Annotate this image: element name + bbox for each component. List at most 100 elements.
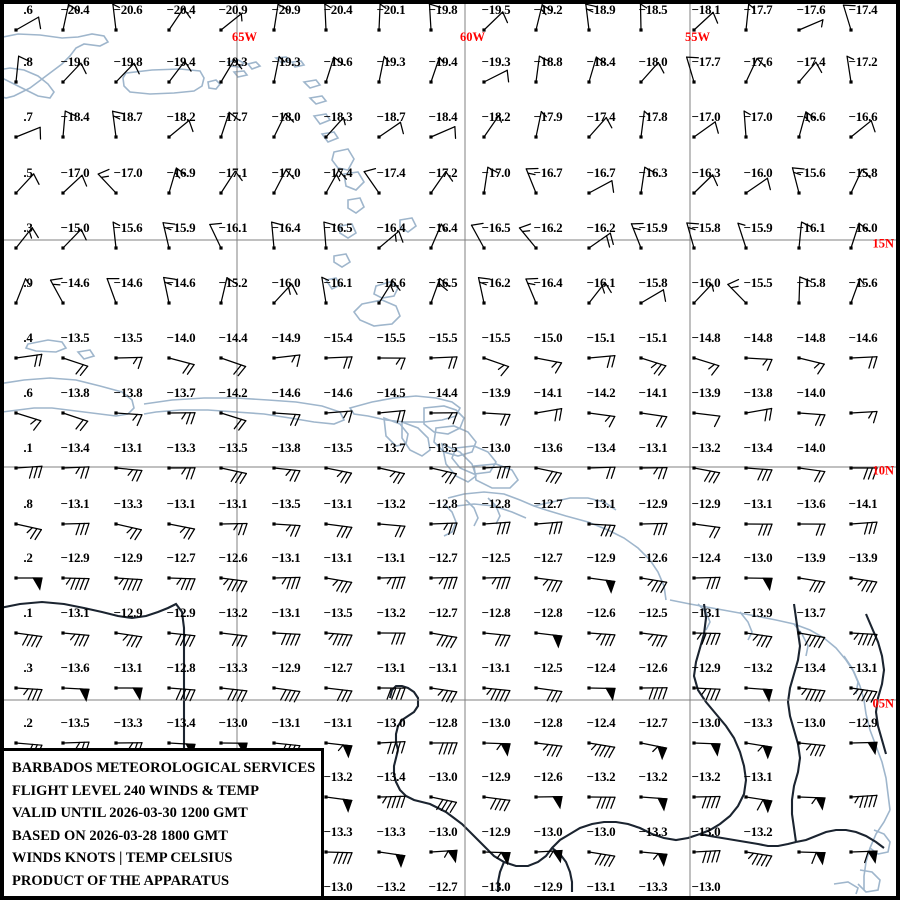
temperature-value: −12.9 xyxy=(113,605,143,620)
wind-barb xyxy=(692,522,721,539)
temperature-value: −13.3 xyxy=(376,824,406,839)
wind-barb xyxy=(219,686,248,702)
temperature-value: −13.1 xyxy=(113,440,143,455)
temperature-value: −13.9 xyxy=(691,385,721,400)
wind-barb xyxy=(692,631,721,646)
temperature-value: .1 xyxy=(23,440,33,455)
temperature-value: −13.8 xyxy=(113,385,143,400)
temperature-value: .2 xyxy=(23,715,33,730)
temperature-value: −12.9 xyxy=(638,496,668,511)
temperature-value: −13.0 xyxy=(691,824,721,839)
wind-barb xyxy=(272,354,301,368)
wind-barb xyxy=(797,850,826,866)
wind-barb xyxy=(377,576,406,590)
wind-barb xyxy=(744,466,773,482)
temperature-value: −19.4 xyxy=(428,54,458,69)
temperature-value: −13.0 xyxy=(481,440,511,455)
wind-barb xyxy=(324,631,353,647)
temperature-value: −18.4 xyxy=(586,54,616,69)
temperature-value: −13.1 xyxy=(743,769,773,784)
wind-barb xyxy=(272,411,301,427)
wind-barb xyxy=(377,522,406,538)
temperature-value: −13.1 xyxy=(376,550,406,565)
temperature-value: −17.4 xyxy=(586,109,616,124)
temperature-value: −20.4 xyxy=(60,2,90,17)
wind-barb xyxy=(639,741,668,761)
temperature-value: −17.6 xyxy=(743,54,773,69)
wind-barb xyxy=(324,410,353,423)
wind-barb xyxy=(219,356,247,377)
temperature-value: −13.6 xyxy=(60,660,90,675)
temperature-value: −14.8 xyxy=(743,330,773,345)
wind-barb xyxy=(324,522,353,539)
temperature-value: −13.1 xyxy=(481,660,511,675)
temperature-value: −14.6 xyxy=(271,385,301,400)
wind-barb xyxy=(324,741,353,759)
wind-barb xyxy=(429,576,458,590)
temperature-value: −19.3 xyxy=(218,54,248,69)
wind-barb xyxy=(639,576,668,594)
wind-barb xyxy=(324,795,353,813)
temperature-value: −12.8 xyxy=(481,496,511,511)
wind-barb xyxy=(639,411,668,428)
temperature-value: −12.5 xyxy=(533,660,563,675)
wind-barb xyxy=(744,576,773,592)
wind-barb xyxy=(587,631,616,647)
longitude-label-65w: 65W xyxy=(232,30,257,44)
temperature-value: −13.2 xyxy=(218,605,248,620)
temperature-value: −13.0 xyxy=(376,715,406,730)
temperature-value: −20.1 xyxy=(376,2,406,17)
temperature-value: −13.3 xyxy=(113,715,143,730)
temperature-value: −12.7 xyxy=(533,550,563,565)
wind-barb xyxy=(114,522,142,541)
temperature-value: −17.0 xyxy=(743,109,773,124)
wind-barb xyxy=(377,409,406,423)
wind-barb xyxy=(744,795,773,814)
wind-barb xyxy=(167,522,196,540)
temperature-value: −13.7 xyxy=(166,385,196,400)
temperature-value: −13.0 xyxy=(481,879,511,894)
temperature-value: −16.4 xyxy=(376,220,406,235)
temperature-value: −13.0 xyxy=(481,715,511,730)
temperature-value: −13.3 xyxy=(638,879,668,894)
wind-barb xyxy=(167,466,196,480)
temperature-value: −19.4 xyxy=(166,54,196,69)
temperature-value: −12.7 xyxy=(166,550,196,565)
legend-box: BARBADOS METEOROLOGICAL SERVICES FLIGHT … xyxy=(4,748,324,896)
wind-barb xyxy=(377,631,406,645)
wind-barb xyxy=(219,466,248,485)
temperature-value: −12.5 xyxy=(481,550,511,565)
temperature-value: −13.1 xyxy=(743,496,773,511)
temperature-value: −13.8 xyxy=(271,440,301,455)
wind-barb xyxy=(692,466,721,484)
temperature-value: −20.9 xyxy=(271,2,301,17)
temperature-value: −13.1 xyxy=(323,715,353,730)
temperature-value: −13.3 xyxy=(743,715,773,730)
wind-barb xyxy=(429,849,458,864)
temperature-value: −13.1 xyxy=(586,496,616,511)
temperature-value: −17.0 xyxy=(691,109,721,124)
wind-barb xyxy=(639,356,667,376)
temperature-value: −14.0 xyxy=(796,385,826,400)
wind-barb xyxy=(324,850,353,865)
temperature-value: −15.2 xyxy=(218,275,248,290)
temperature-value: −12.6 xyxy=(586,605,616,620)
temperature-value: −13.1 xyxy=(691,605,721,620)
temperature-value: −15.8 xyxy=(796,275,826,290)
temperature-value: −12.4 xyxy=(691,550,721,565)
temperature-value: −13.7 xyxy=(796,605,826,620)
temperature-value: −12.8 xyxy=(166,660,196,675)
temperature-value: −16.2 xyxy=(481,275,511,290)
temperature-value: −16.6 xyxy=(796,109,826,124)
temperature-value: −12.8 xyxy=(533,605,563,620)
wind-barb xyxy=(167,576,196,591)
temperature-value: .6 xyxy=(23,385,33,400)
wind-barb xyxy=(849,631,878,646)
wind-barb xyxy=(14,631,43,648)
temperature-value: −16.7 xyxy=(533,165,563,180)
temperature-value: −13.8 xyxy=(60,385,90,400)
temperature-value: −17.7 xyxy=(691,54,721,69)
temperature-value: −15.5 xyxy=(428,330,458,345)
temperature-value: −16.6 xyxy=(848,109,878,124)
